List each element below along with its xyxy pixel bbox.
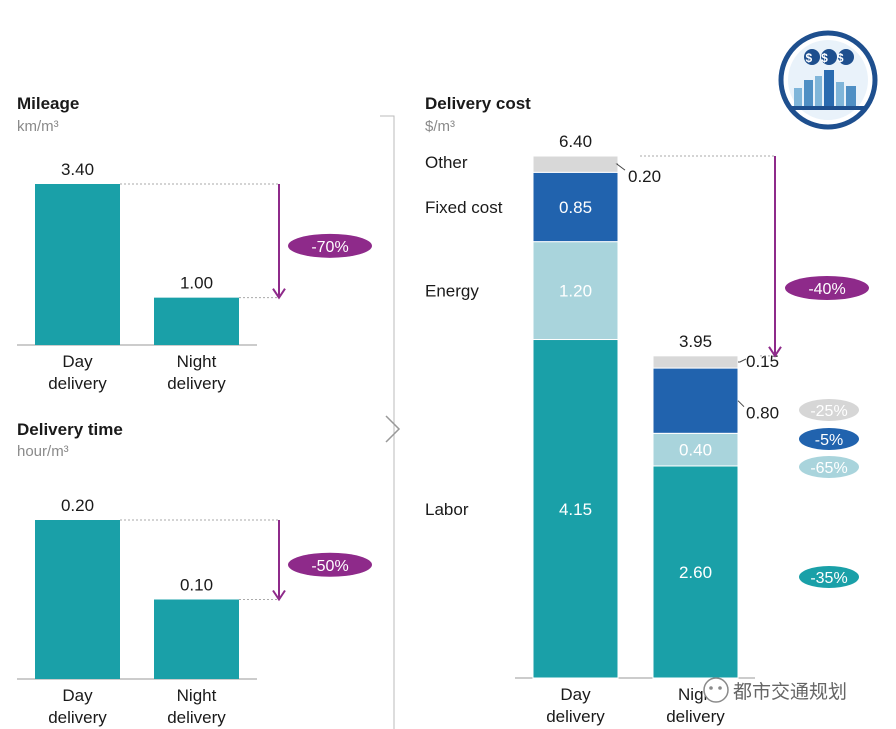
time-category-label-1-0: Night: [177, 686, 217, 705]
cost-series-name-labor: Labor: [425, 500, 469, 519]
cost-labor-change-label: -35%: [810, 570, 847, 587]
mileage-bar-1: [154, 297, 239, 345]
cost-category-label-0-1: delivery: [546, 707, 605, 726]
cost-total-label-1: 3.95: [679, 332, 712, 351]
cost-energy-change-pill: [799, 456, 859, 478]
cost-category-label-1-1: delivery: [666, 707, 725, 726]
wechat-icon: [703, 677, 729, 703]
cost-fixed-change-label: -5%: [815, 432, 843, 449]
cost-bar-0-fixed-segment: [532, 171, 619, 243]
mileage-bar-0: [35, 184, 120, 345]
time-bar-1: [154, 599, 239, 679]
cost-title: Delivery cost: [425, 94, 531, 113]
time-value-label-1: 0.10: [180, 576, 213, 595]
cost-bar-1-other-segment: [652, 355, 739, 369]
time-category-label-0-1: delivery: [48, 708, 107, 727]
time-category-label-0-0: Day: [62, 686, 93, 705]
mileage-change-arrow-head: [272, 288, 286, 300]
mileage-value-label-0: 3.40: [61, 160, 94, 179]
cost-segment-label-0-energy: 1.20: [559, 282, 592, 301]
cost-bar-1-labor-segment: [652, 465, 739, 679]
chevron-right-icon: [385, 415, 401, 443]
cost-other-change-pill: [799, 399, 859, 421]
time-title: Delivery time: [17, 420, 123, 439]
cost-other-leader-1: [738, 358, 747, 363]
time-panel: Delivery time hour/m³ 0.20 Day delivery 0.1…: [17, 420, 372, 727]
watermark: 都市交通规划: [703, 677, 847, 703]
panel-divider: [380, 115, 401, 729]
mileage-panel: Mileage km/m³ 3.40 Day delivery 1.00 Night de…: [17, 94, 372, 393]
cost-bar-0-energy-segment: [532, 241, 619, 341]
logo-dollar-signs: $$$: [805, 51, 852, 65]
time-change-arrow-head: [272, 589, 286, 602]
mileage-unit: km/m³: [17, 118, 59, 135]
time-bar-0: [35, 520, 120, 679]
mileage-category-label-1-0: Night: [177, 352, 217, 371]
time-change-pill: [288, 552, 372, 577]
mileage-category-label-0-0: Day: [62, 352, 93, 371]
cost-change-arrow-head: [768, 346, 782, 358]
cost-total-change-label: -40%: [808, 281, 845, 298]
cost-outside-label-1-fixed: 0.80: [746, 404, 779, 423]
mileage-title: Mileage: [17, 94, 79, 113]
time-unit: hour/m³: [17, 443, 69, 460]
mileage-change-pill: [288, 233, 372, 258]
cost-series-name-other: Other: [425, 153, 468, 172]
cost-total-change-pill: [785, 276, 869, 300]
time-value-label-0: 0.20: [61, 496, 94, 515]
cost-outside-label-1-other: 0.15: [746, 352, 779, 371]
cost-unit: $/m³: [425, 118, 455, 135]
cost-segment-label-1-energy: 0.40: [679, 441, 712, 460]
cost-segment-label-0-labor: 4.15: [559, 500, 592, 519]
time-category-label-1-1: delivery: [167, 708, 226, 727]
cost-energy-change-label: -65%: [810, 460, 847, 477]
mileage-value-label-1: 1.00: [180, 274, 213, 293]
cost-panel: Delivery cost $/m³ 6.40Daydelivery3.95Ni…: [425, 94, 869, 726]
cost-series-name-fixed: Fixed cost: [425, 198, 503, 217]
mileage-category-label-0-1: delivery: [48, 374, 107, 393]
cost-bar-1-fixed-segment: [652, 367, 739, 434]
cost-segment-label-0-fixed: 0.85: [559, 198, 592, 217]
cost-fixed-change-pill: [799, 428, 859, 450]
logo-badge: $$$: [778, 30, 878, 130]
cost-other-change-label: -25%: [810, 403, 847, 420]
cost-category-label-0-0: Day: [560, 685, 591, 704]
time-change-label: -50%: [311, 558, 348, 575]
mileage-change-label: -70%: [311, 239, 348, 256]
cost-bar-0-other-segment: [532, 155, 619, 173]
cost-fixed-leader-1: [737, 400, 745, 408]
cost-total-label-0: 6.40: [559, 132, 592, 151]
cost-series-name-energy: Energy: [425, 282, 479, 301]
cost-bar-0-labor-segment: [532, 339, 619, 679]
cost-segment-label-1-labor: 2.60: [679, 563, 712, 582]
mileage-category-label-1-1: delivery: [167, 374, 226, 393]
watermark-text: 都市交通规划: [733, 681, 847, 703]
cost-outside-label-0-other: 0.20: [628, 167, 661, 186]
cost-other-leader-0: [615, 163, 626, 171]
cost-labor-change-pill: [799, 566, 859, 588]
